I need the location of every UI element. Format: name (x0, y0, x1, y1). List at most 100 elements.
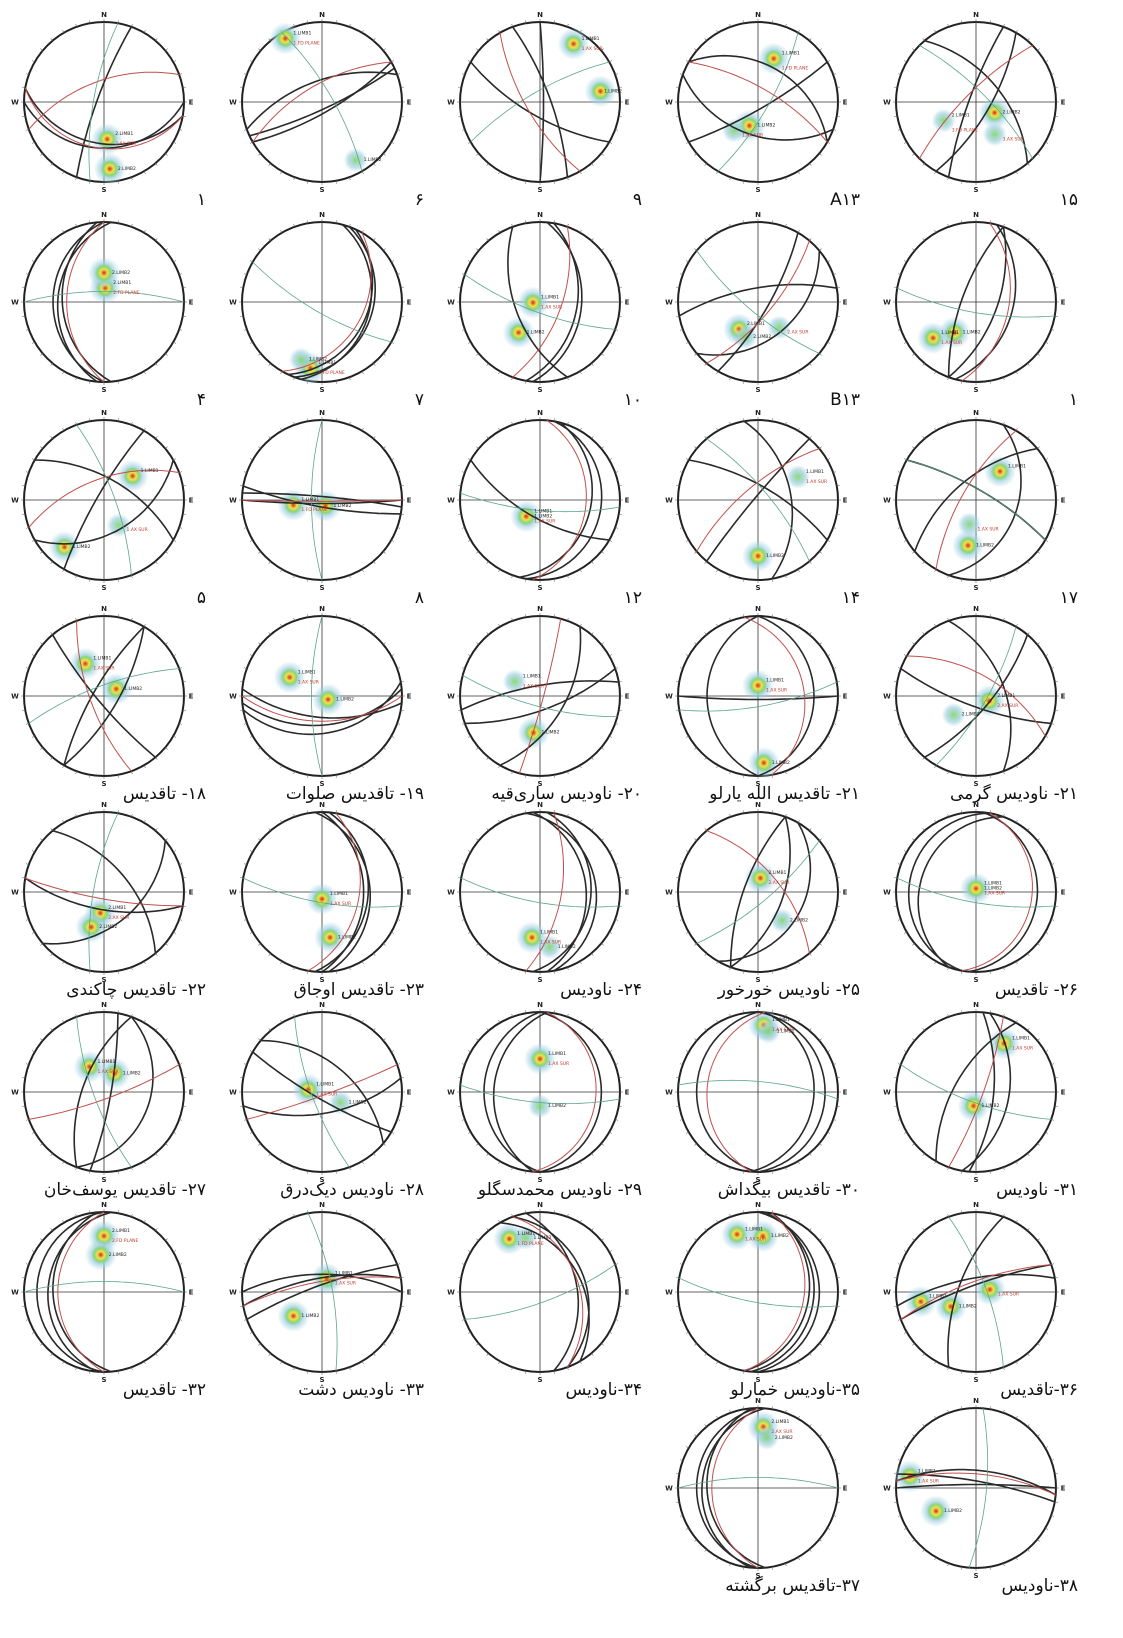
azimuth-tick (922, 1228, 925, 1231)
azimuth-tick (143, 819, 146, 823)
azimuth-tick (131, 1013, 133, 1017)
azimuth-tick (797, 29, 800, 33)
azimuth-tick (618, 681, 622, 683)
azimuth-tick (609, 260, 613, 263)
azimuth-tick (601, 353, 604, 356)
azimuth-tick (797, 371, 800, 375)
axial-surface-great-circle (896, 1472, 1056, 1496)
azimuth-tick (1037, 943, 1040, 946)
plane-annotation-label: 2.LIMB2 (753, 334, 771, 340)
azimuth-tick (679, 471, 683, 473)
azimuth-tick (1015, 1557, 1018, 1561)
limb-great-circle (483, 1011, 541, 1173)
azimuth-tick (618, 1077, 622, 1079)
azimuth-tick (40, 747, 43, 750)
azimuth-tick (716, 171, 719, 175)
plane-annotation-label: 1.LIMB1 (523, 673, 541, 679)
azimuth-tick (785, 617, 787, 621)
azimuth-tick (240, 709, 244, 711)
compass-w-label: W (883, 497, 891, 505)
azimuth-tick (243, 1063, 247, 1065)
azimuth-tick (567, 1367, 569, 1371)
compass-n-label: N (319, 1001, 325, 1009)
fold-plane-great-circle (935, 626, 1017, 766)
plane-annotation-label: 2.LIMB1 (112, 1228, 130, 1234)
azimuth-tick (243, 667, 247, 669)
azimuth-tick (22, 485, 26, 487)
azimuth-tick (579, 1161, 582, 1165)
compass-n-label: N (755, 801, 761, 809)
azimuth-tick (618, 905, 622, 907)
azimuth-tick (400, 709, 404, 711)
azimuth-tick (833, 1119, 837, 1121)
azimuth-tick (155, 1028, 158, 1031)
pole-density-maximum (97, 129, 118, 150)
azimuth-tick (567, 813, 569, 817)
limb-great-circle (249, 67, 395, 137)
azimuth-tick (400, 287, 404, 289)
azimuth-tick (694, 48, 697, 51)
azimuth-tick (1045, 850, 1049, 853)
azimuth-tick (922, 1153, 925, 1156)
azimuth-tick (771, 380, 773, 384)
azimuth-tick (458, 709, 462, 711)
azimuth-tick (934, 1557, 937, 1561)
azimuth-tick (486, 1353, 489, 1356)
limb-great-circle (314, 811, 370, 973)
azimuth-tick (22, 115, 26, 117)
limb-great-circle (900, 1263, 1052, 1321)
azimuth-tick (458, 1305, 462, 1307)
azimuth-tick (117, 1170, 119, 1174)
azimuth-tick (679, 1319, 683, 1321)
azimuth-tick (1051, 329, 1055, 331)
compass-n-label: N (973, 11, 979, 19)
azimuth-tick (591, 163, 594, 166)
azimuth-tick (1037, 1143, 1040, 1146)
azimuth-tick (89, 380, 91, 384)
limb-great-circle (696, 250, 821, 356)
azimuth-tick (240, 1105, 244, 1107)
azimuth-tick (827, 931, 831, 934)
azimuth-tick (179, 329, 183, 331)
azimuth-tick (809, 1549, 812, 1552)
azimuth-tick (685, 458, 689, 461)
compass-s-label: S (973, 1376, 978, 1384)
azimuth-tick (676, 709, 680, 711)
azimuth-tick (117, 418, 119, 422)
azimuth-tick (40, 1238, 43, 1241)
azimuth-tick (1054, 709, 1058, 711)
plane-annotation-label: 1.AX SUR (541, 305, 562, 311)
azimuth-tick (335, 20, 337, 24)
azimuth-tick (89, 1370, 91, 1374)
compass-s-label: S (101, 976, 106, 984)
azimuth-tick (679, 129, 683, 131)
limb-great-circle (935, 1022, 1017, 1162)
azimuth-tick (809, 1153, 812, 1156)
azimuth-tick (75, 967, 77, 971)
azimuth-tick (729, 813, 731, 817)
compass-e-label: E (843, 1289, 848, 1297)
plane-annotation-label: 1.LIMB1 (93, 656, 111, 662)
compass-n-label: N (537, 1201, 543, 1209)
compass-s-label: S (973, 780, 978, 788)
compass-s-label: S (973, 1176, 978, 1184)
pole-density-maximum (748, 675, 768, 696)
fold-plane-great-circle (307, 1213, 338, 1371)
fold-plane-great-circle (23, 291, 185, 303)
azimuth-tick (361, 1219, 364, 1223)
azimuth-tick (117, 1370, 119, 1374)
azimuth-tick (694, 153, 697, 156)
azimuth-tick (335, 418, 337, 422)
azimuth-tick (912, 353, 915, 356)
limb-great-circle (705, 438, 810, 562)
azimuth-tick (833, 273, 837, 275)
azimuth-tick (989, 1010, 991, 1014)
plane-annotation-label: 1.LIMB1 (335, 1271, 353, 1277)
azimuth-tick (579, 1219, 582, 1223)
axial-surface-great-circle (246, 1064, 398, 1120)
limb-great-circle (63, 430, 145, 570)
azimuth-tick (819, 1343, 822, 1346)
